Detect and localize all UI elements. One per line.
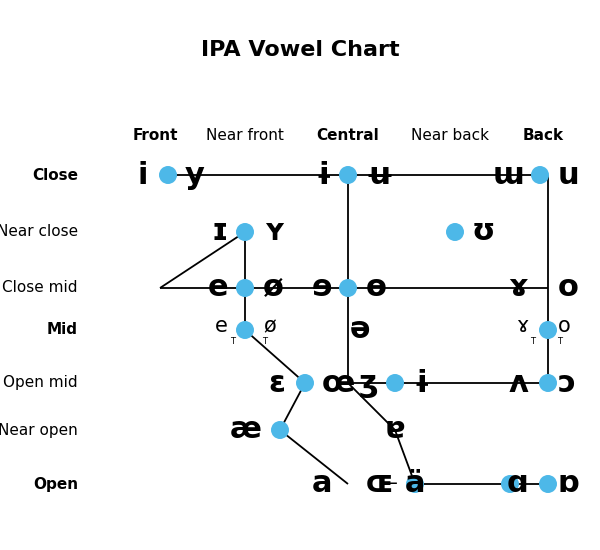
Text: ɑ: ɑ	[506, 470, 528, 498]
Text: –: –	[388, 475, 398, 493]
Text: ɯ: ɯ	[492, 161, 524, 190]
Text: ʊ: ʊ	[472, 217, 496, 246]
Text: u: u	[558, 161, 580, 190]
Text: y: y	[185, 161, 205, 190]
Text: Close: Close	[32, 168, 78, 183]
Text: ɔ: ɔ	[558, 368, 576, 398]
Text: ɵ: ɵ	[366, 273, 387, 303]
Text: T: T	[230, 338, 235, 346]
Circle shape	[339, 166, 357, 184]
Circle shape	[236, 279, 254, 297]
Text: ɤ: ɤ	[515, 316, 528, 336]
Circle shape	[271, 421, 289, 439]
Text: ʉ: ʉ	[366, 161, 394, 190]
Circle shape	[539, 475, 557, 493]
Text: e: e	[215, 316, 228, 336]
Text: o: o	[558, 316, 571, 336]
Circle shape	[339, 279, 357, 297]
Text: ɒ: ɒ	[558, 470, 580, 498]
Circle shape	[539, 374, 557, 392]
Circle shape	[406, 475, 424, 493]
Text: Near back: Near back	[411, 128, 489, 142]
Circle shape	[386, 374, 404, 392]
Text: ä: ä	[405, 470, 425, 498]
Text: æ: æ	[230, 415, 262, 444]
Text: IPA Vowel Chart: IPA Vowel Chart	[200, 40, 400, 60]
Circle shape	[501, 475, 519, 493]
Text: a: a	[311, 470, 332, 498]
Text: ɶ: ɶ	[366, 470, 394, 498]
Circle shape	[236, 321, 254, 339]
Circle shape	[159, 166, 177, 184]
Text: ɨ: ɨ	[414, 368, 431, 398]
Text: ø: ø	[263, 273, 284, 303]
Text: T: T	[263, 338, 268, 346]
Text: ɘ: ɘ	[311, 273, 332, 303]
Text: ə: ə	[350, 316, 370, 344]
Text: Mid: Mid	[47, 322, 78, 338]
Text: ɨ: ɨ	[316, 161, 332, 190]
Text: i: i	[137, 161, 148, 190]
Text: e: e	[208, 273, 228, 303]
Text: Central: Central	[317, 128, 379, 142]
Text: Open mid: Open mid	[4, 376, 78, 390]
Circle shape	[539, 321, 557, 339]
Text: Near open: Near open	[0, 422, 78, 437]
Text: Back: Back	[523, 128, 563, 142]
Circle shape	[236, 223, 254, 241]
Text: ɐ: ɐ	[385, 415, 406, 444]
Text: Open: Open	[33, 476, 78, 492]
Text: ʏ: ʏ	[263, 217, 285, 246]
Text: ʒ: ʒ	[358, 368, 378, 398]
Text: T: T	[530, 338, 536, 346]
Text: Near close: Near close	[0, 224, 78, 239]
Text: ɛ: ɛ	[268, 368, 285, 398]
Circle shape	[531, 166, 549, 184]
Circle shape	[296, 374, 314, 392]
Text: T: T	[557, 338, 563, 346]
Text: ø: ø	[263, 316, 276, 336]
Text: ʌ: ʌ	[508, 368, 528, 398]
Text: ɤ: ɤ	[509, 273, 528, 303]
Text: ɪ: ɪ	[212, 217, 228, 246]
Text: Near front: Near front	[206, 128, 284, 142]
Text: Close mid: Close mid	[2, 280, 78, 295]
Text: Front: Front	[132, 128, 178, 142]
Circle shape	[446, 223, 464, 241]
Text: œ: œ	[322, 368, 355, 398]
Text: o: o	[558, 273, 579, 303]
